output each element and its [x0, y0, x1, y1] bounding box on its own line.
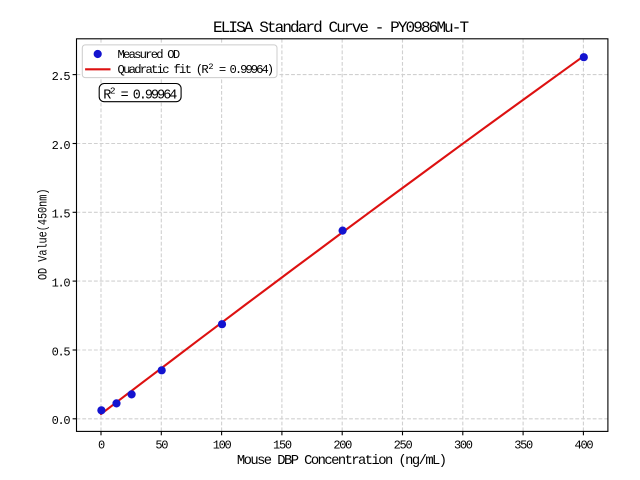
svg-text:1.0: 1.0 — [52, 276, 71, 290]
svg-text:200: 200 — [333, 438, 352, 452]
svg-text:2.5: 2.5 — [52, 70, 71, 84]
svg-text:2: 2 — [110, 86, 116, 97]
svg-text:250: 250 — [394, 438, 413, 452]
svg-text:Mouse DBP Concentration (ng/mL: Mouse DBP Concentration (ng/mL) — [237, 453, 446, 469]
svg-text:100: 100 — [213, 438, 232, 452]
svg-text:300: 300 — [454, 438, 473, 452]
svg-text:OD Value(450nm): OD Value(450nm) — [36, 189, 51, 280]
svg-text:R: R — [103, 88, 111, 103]
svg-text:50: 50 — [155, 438, 168, 452]
svg-text:Quadratic fit (R2 = 0.99964): Quadratic fit (R2 = 0.99964) — [118, 62, 273, 77]
svg-text:Measured OD: Measured OD — [118, 48, 180, 62]
svg-text:0: 0 — [98, 438, 105, 452]
svg-text:2.0: 2.0 — [52, 139, 71, 153]
svg-text:ELISA Standard Curve - PY0986M: ELISA Standard Curve - PY0986Mu-T — [213, 19, 468, 37]
svg-text:= 0.99964: = 0.99964 — [121, 88, 178, 103]
svg-text:150: 150 — [273, 438, 292, 452]
svg-text:0.0: 0.0 — [52, 414, 71, 428]
svg-text:1.5: 1.5 — [52, 208, 71, 222]
svg-text:400: 400 — [575, 438, 594, 452]
svg-text:0.5: 0.5 — [52, 345, 71, 359]
svg-text:350: 350 — [514, 438, 533, 452]
